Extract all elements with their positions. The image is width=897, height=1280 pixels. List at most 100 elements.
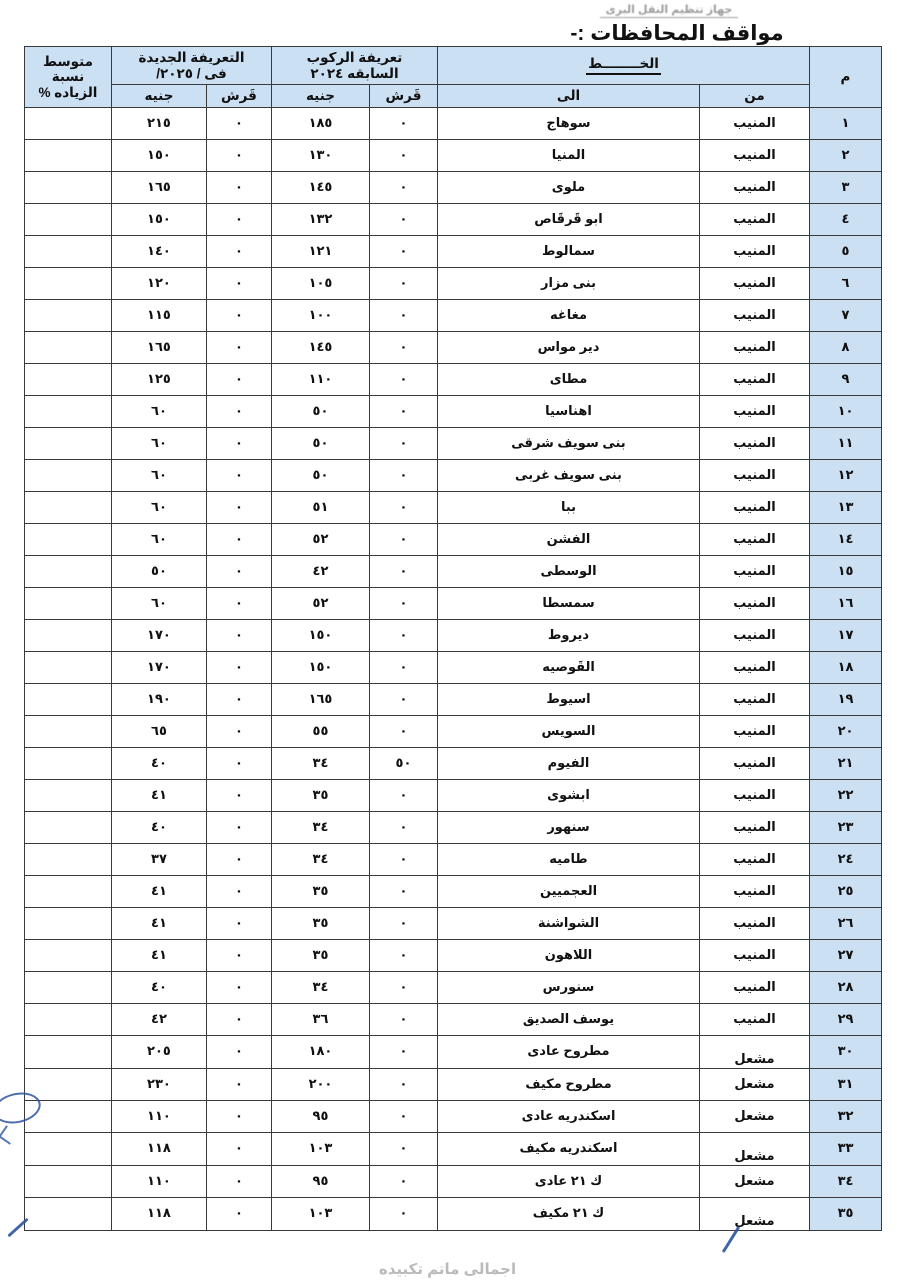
- row-average-increase: [25, 810, 113, 844]
- row-old-fare-piaster: ٠: [369, 394, 439, 428]
- row-old-fare-pound: ٥٠: [271, 394, 371, 428]
- row-old-fare-pound: ٩٥: [271, 1099, 371, 1133]
- table-row: ١٣ المنيب ببا ٠ ٥١ ٠ ٦٠: [25, 490, 883, 524]
- row-new-fare-piaster: ٠: [206, 1164, 273, 1198]
- row-new-fare-pound: ٤١: [111, 938, 208, 972]
- row-to-station: دير مواس: [437, 330, 702, 364]
- row-new-fare-piaster: ٠: [206, 906, 273, 940]
- row-old-fare-pound: ٢٠٠: [271, 1067, 371, 1101]
- row-average-increase: [25, 138, 113, 172]
- table-row: ٢٦ المنيب الشواشنة ٠ ٣٥ ٠ ٤١: [25, 906, 883, 940]
- row-average-increase: [25, 1002, 113, 1036]
- row-new-fare-pound: ١٦٥: [111, 170, 208, 204]
- row-from-station: المنيب: [700, 938, 811, 972]
- row-new-fare-pound: ٤٢: [111, 1002, 208, 1036]
- row-old-fare-pound: ٣٥: [271, 778, 371, 812]
- row-old-fare-pound: ١٠٥: [271, 266, 371, 300]
- row-old-fare-pound: ٥٢: [271, 586, 371, 620]
- row-serial: ٨: [810, 330, 883, 364]
- row-new-fare-pound: ٦٠: [111, 522, 208, 556]
- row-average-increase: [25, 714, 113, 748]
- row-old-fare-piaster: ٠: [369, 202, 439, 236]
- row-old-fare-pound: ١٣٢: [271, 202, 371, 236]
- row-old-fare-piaster: ٠: [369, 554, 439, 588]
- row-old-fare-piaster: ٠: [369, 266, 439, 300]
- table-row: ٢٤ المنيب طاميه ٠ ٣٤ ٠ ٣٧: [25, 842, 883, 876]
- table-row: ١٧ المنيب ديروط ٠ ١٥٠ ٠ ١٧٠: [25, 618, 883, 652]
- row-serial: ١٨: [810, 650, 883, 684]
- row-new-fare-piaster: ٠: [206, 458, 273, 492]
- row-from-station: المنيب: [700, 522, 811, 556]
- table-row: ٣٤ مشعل ك ٢١ عادى ٠ ٩٥ ٠ ١١٠: [25, 1164, 883, 1198]
- row-new-fare-piaster: ٠: [206, 810, 273, 844]
- row-average-increase: [25, 106, 113, 140]
- row-from-station: المنيب: [700, 234, 811, 268]
- row-new-fare-piaster: ٠: [206, 938, 273, 972]
- row-new-fare-piaster: ٠: [206, 1099, 273, 1133]
- row-average-increase: [25, 746, 113, 780]
- row-serial: ٢٨: [810, 970, 883, 1004]
- row-new-fare-piaster: ٠: [206, 138, 273, 172]
- row-old-fare-pound: ١٠٠: [271, 298, 371, 332]
- row-new-fare-pound: ٢١٥: [111, 106, 208, 140]
- row-average-increase: [25, 1131, 113, 1166]
- table-row: ٣٣ مشعل اسكندريه مكيف ٠ ١٠٣ ٠ ١١٨: [25, 1131, 883, 1166]
- row-serial: ١٢: [810, 458, 883, 492]
- row-average-increase: [25, 234, 113, 268]
- row-serial: ٣٤: [810, 1164, 883, 1198]
- row-to-station: الفشن: [437, 522, 702, 556]
- row-from-station: المنيب: [700, 554, 811, 588]
- row-to-station: المنيا: [437, 138, 702, 172]
- table-row: ١٤ المنيب الفشن ٠ ٥٢ ٠ ٦٠: [25, 522, 883, 556]
- table-row: ٣٥ مشعل ك ٢١ مكيف ٠ ١٠٣ ٠ ١١٨: [25, 1196, 883, 1231]
- row-serial: ١٩: [810, 682, 883, 716]
- row-serial: ٢٤: [810, 842, 883, 876]
- row-new-fare-pound: ١٤٠: [111, 234, 208, 268]
- row-old-fare-pound: ١٣٠: [271, 138, 371, 172]
- row-average-increase: [25, 586, 113, 620]
- header-average-increase: متوسط نسبة الزياده %: [25, 46, 113, 108]
- table-body: ١ المنيب سوهاج ٠ ١٨٥ ٠ ٢١٥ ٢ المنيب المنيا ٠ ١٣٠ ٠ ١٥…: [25, 106, 883, 1231]
- row-old-fare-piaster: ٠: [369, 618, 439, 652]
- table-row: ١٩ المنيب اسيوط ٠ ١٦٥ ٠ ١٩٠: [25, 682, 883, 716]
- table-row: ٣٠ مشعل مطروح عادى ٠ ١٨٠ ٠ ٢٠٥: [25, 1034, 883, 1069]
- header-from: من: [700, 84, 811, 108]
- row-old-fare-pound: ١٦٥: [271, 682, 371, 716]
- row-from-station: المنيب: [700, 138, 811, 172]
- row-to-station: مطاى: [437, 362, 702, 396]
- row-from-station: المنيب: [700, 426, 811, 460]
- row-from-station: المنيب: [700, 586, 811, 620]
- row-from-station: مشعل: [700, 1034, 811, 1069]
- row-old-fare-pound: ٣٤: [271, 842, 371, 876]
- row-serial: ١٣: [810, 490, 883, 524]
- row-new-fare-pound: ١٦٥: [111, 330, 208, 364]
- row-old-fare-pound: ٣٥: [271, 938, 371, 972]
- row-to-station: اهناسيا: [437, 394, 702, 428]
- row-serial: ٢٥: [810, 874, 883, 908]
- row-average-increase: [25, 170, 113, 204]
- row-from-station: مشعل: [700, 1131, 811, 1166]
- row-average-increase: [25, 618, 113, 652]
- header-new-pound: جنيه: [111, 84, 208, 108]
- row-old-fare-pound: ١٢١: [271, 234, 371, 268]
- row-new-fare-pound: ٤٠: [111, 746, 208, 780]
- table-row: ٥ المنيب سمالوط ٠ ١٢١ ٠ ١٤٠: [25, 234, 883, 268]
- row-to-station: بنى سويف غربى: [437, 458, 702, 492]
- row-old-fare-pound: ٣٤: [271, 810, 371, 844]
- header-old-pound: جنيه: [271, 84, 371, 108]
- row-old-fare-pound: ١٤٥: [271, 330, 371, 364]
- row-new-fare-pound: ٦٠: [111, 426, 208, 460]
- row-average-increase: [25, 490, 113, 524]
- row-new-fare-pound: ١١٥: [111, 298, 208, 332]
- table-row: ٧ المنيب مغاغه ٠ ١٠٠ ٠ ١١٥: [25, 298, 883, 332]
- row-from-station: المنيب: [700, 106, 811, 140]
- row-new-fare-piaster: ٠: [206, 554, 273, 588]
- row-average-increase: [25, 1034, 113, 1069]
- row-from-station: المنيب: [700, 746, 811, 780]
- table-row: ٤ المنيب ابو قَرقَاص ٠ ١٣٢ ٠ ١٥٠: [25, 202, 883, 236]
- row-new-fare-pound: ٣٧: [111, 842, 208, 876]
- row-new-fare-pound: ١١٨: [111, 1131, 208, 1166]
- row-old-fare-pound: ٥٠: [271, 458, 371, 492]
- row-serial: ٩: [810, 362, 883, 396]
- row-average-increase: [25, 426, 113, 460]
